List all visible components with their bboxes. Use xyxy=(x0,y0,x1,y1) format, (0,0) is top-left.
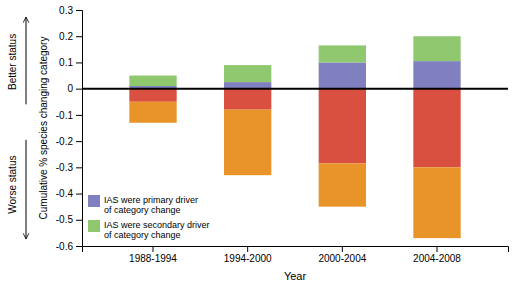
tick-label: 0.3 xyxy=(59,5,73,16)
legend: IAS were primary driverof category chang… xyxy=(88,195,210,240)
tick: 2000-2004 xyxy=(318,246,366,264)
tick: -0.6 xyxy=(56,241,82,252)
tick-label: 0.1 xyxy=(59,57,73,68)
plot: -0.6 -0.5 -0.4 -0.3 -0.2 -0.1 0 0.1 0.2 0.3 1988-1… xyxy=(56,5,509,264)
bar xyxy=(319,62,366,88)
tick-label: 1994-2000 xyxy=(224,253,272,264)
tick: -0.2 xyxy=(56,136,82,147)
tick: -0.1 xyxy=(56,110,82,121)
tick-mark xyxy=(76,194,82,195)
annotation-arrow xyxy=(26,17,27,104)
tick-label: -0.2 xyxy=(56,136,74,147)
tick-mark xyxy=(247,246,248,252)
bar xyxy=(413,167,460,238)
tick-label: 2004-2008 xyxy=(413,253,461,264)
bar xyxy=(319,89,366,164)
tick-label: 1988-1994 xyxy=(129,253,177,264)
zero-line xyxy=(82,88,508,90)
tick: 0.2 xyxy=(59,31,82,42)
x-axis-title: Year xyxy=(284,270,307,282)
chart: -0.6 -0.5 -0.4 -0.3 -0.2 -0.1 0 0.1 0.2 0.3 1988-1… xyxy=(0,0,523,286)
tick-label: -0.5 xyxy=(56,214,74,225)
bar xyxy=(224,110,271,176)
tick: 0 xyxy=(67,83,82,94)
bar xyxy=(129,89,176,102)
bar xyxy=(319,163,366,206)
x-axis: 1988-1994 1994-2000 2000-2004 2004-2008 xyxy=(83,246,509,264)
tick-label: 0.2 xyxy=(59,31,73,42)
bar xyxy=(129,76,176,86)
tick: -0.4 xyxy=(56,188,82,199)
tick-mark xyxy=(76,141,82,142)
tick-mark xyxy=(76,36,82,37)
annotation: Worse status xyxy=(7,156,18,214)
bar xyxy=(224,89,271,110)
legend-item: IAS were primary driverof category chang… xyxy=(88,195,198,215)
annotation: Better status xyxy=(7,34,18,90)
tick-mark xyxy=(76,89,82,90)
tick-label: 0 xyxy=(67,83,73,94)
legend-label: IAS were primary driverof category chang… xyxy=(104,195,198,215)
tick: 0.3 xyxy=(59,5,82,16)
axis-line xyxy=(76,11,83,247)
tick-label: -0.4 xyxy=(56,188,74,199)
y-axis-title: Cumulative % species changing category xyxy=(38,37,49,220)
bar xyxy=(413,36,460,61)
legend-item: IAS were secondary driverof category cha… xyxy=(88,220,210,240)
bar xyxy=(319,45,366,62)
y-axis: -0.6 -0.5 -0.4 -0.3 -0.2 -0.1 0 0.1 0.2 0.3 xyxy=(56,5,83,252)
tick: 0.1 xyxy=(59,57,82,68)
tick-label: 2000-2004 xyxy=(318,253,366,264)
tick-mark xyxy=(76,115,82,116)
annotation-arrow xyxy=(26,140,27,239)
tick: 2004-2008 xyxy=(413,246,461,264)
legend-swatch xyxy=(88,195,100,207)
tick-label: -0.1 xyxy=(56,110,74,121)
tick: 1988-1994 xyxy=(129,246,177,264)
tick-mark xyxy=(76,220,82,221)
tick-mark xyxy=(342,246,343,252)
bar xyxy=(224,65,271,82)
tick: -0.3 xyxy=(56,162,82,173)
tick-mark xyxy=(76,10,82,11)
legend-swatch xyxy=(88,220,100,232)
tick-mark xyxy=(437,246,438,252)
tick: 1994-2000 xyxy=(224,246,272,264)
axis-line xyxy=(83,247,509,253)
bar xyxy=(413,61,460,89)
tick-label: -0.3 xyxy=(56,162,74,173)
legend-label: IAS were secondary driverof category cha… xyxy=(104,220,210,240)
tick-label: -0.6 xyxy=(56,241,74,252)
tick: -0.5 xyxy=(56,214,82,225)
tick-mark xyxy=(153,246,154,252)
tick-mark xyxy=(76,246,82,247)
tick-mark xyxy=(76,167,82,168)
tick-mark xyxy=(76,62,82,63)
bar xyxy=(129,102,176,123)
bar xyxy=(413,89,460,168)
